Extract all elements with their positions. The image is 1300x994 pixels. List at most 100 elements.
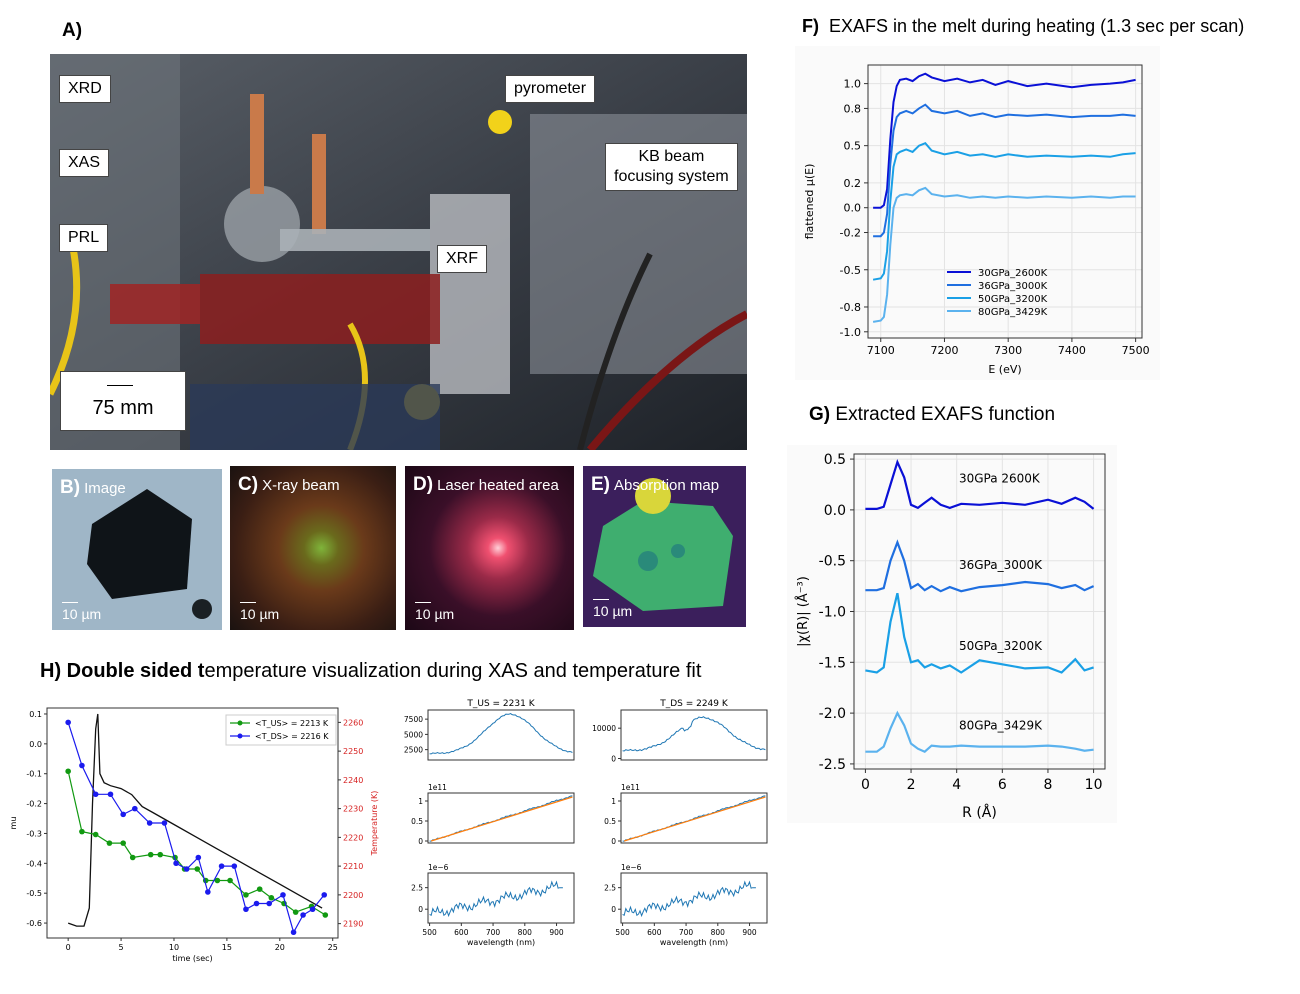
- x-tick-label: 7500: [1122, 344, 1150, 357]
- x-tick-label: 6: [998, 777, 1007, 793]
- chart-h-main: 0 5 10 15 20 25 0.1 0.0 -0.1 -0.2 -0.3 -0.4 -0.5 -0.6…: [9, 707, 379, 963]
- spectrum-line: [429, 713, 573, 755]
- y2-tick-label: 2190: [343, 920, 363, 929]
- y2-tick-label: 2260: [343, 718, 363, 727]
- temperature-point: [79, 828, 85, 835]
- temperature-point: [161, 820, 168, 826]
- plot-frame: [867, 64, 1143, 339]
- y-tick-label: 0.1: [29, 710, 42, 719]
- legend-box: [225, 714, 337, 746]
- y-tick-label: 5000: [404, 730, 423, 739]
- chart-f-bg: [795, 46, 1160, 380]
- panel-d-title: Laser heated area: [437, 477, 559, 494]
- x-axis-label: wavelength (nm): [660, 938, 728, 947]
- y-tick-label: 1.0: [844, 78, 862, 91]
- mu-line: [67, 713, 323, 927]
- panel-d-laser: D) Laser heated area 10 µm: [405, 466, 574, 630]
- x-axis-label: time (sec): [172, 954, 212, 963]
- callout-pyrometer: pyrometer: [505, 75, 596, 103]
- subplot-frame: [620, 709, 768, 761]
- series-line: [873, 72, 1136, 209]
- offset-label: 1e−6: [621, 863, 642, 872]
- y-tick-label: 2.5: [604, 884, 616, 893]
- panel-c-letter: C): [238, 474, 259, 495]
- y-tick-label: 0.5: [604, 817, 616, 826]
- temperature-line: [67, 722, 325, 934]
- temperature-point: [147, 851, 154, 858]
- temperature-point: [300, 912, 306, 918]
- legend-label: <T_US> = 2213 K: [255, 719, 329, 728]
- series-line: [865, 458, 1095, 511]
- panel-e-letter: E): [591, 474, 610, 495]
- temperature-point: [231, 863, 238, 869]
- temperature-point: [218, 863, 225, 869]
- callout-xrd: XRD: [59, 75, 111, 103]
- y-tick-label: 7500: [404, 715, 423, 724]
- temperature-point: [120, 840, 126, 846]
- x-tick-label: 900: [549, 928, 564, 937]
- panel-d-scale: 10 µm: [415, 606, 455, 622]
- series-line: [865, 592, 1094, 674]
- spectrum-line: [622, 880, 756, 918]
- y2-tick-label: 2240: [343, 776, 363, 785]
- y-tick-label: 2500: [404, 746, 423, 755]
- subplot-frame: [427, 792, 575, 844]
- temperature-point: [268, 894, 275, 901]
- y-tick-label: 0: [611, 905, 616, 914]
- subplot-title: T_DS = 2249 K: [659, 699, 729, 709]
- y-tick-label: -1.5: [819, 655, 846, 671]
- y-tick-label: -0.6: [26, 919, 42, 928]
- panel-c-scale: 10 µm: [240, 606, 280, 622]
- temperature-point: [65, 719, 71, 726]
- callout-prl: PRL: [59, 224, 109, 252]
- y-tick-label: 0: [611, 837, 616, 846]
- y-tick-label: 0.5: [844, 140, 862, 153]
- y-tick-label: 0.8: [844, 102, 862, 115]
- y-tick-label: -2.0: [819, 706, 846, 722]
- x-tick-label: 7300: [994, 344, 1022, 357]
- x-tick-label: 7100: [867, 344, 895, 357]
- temperature-point: [256, 886, 263, 892]
- panel-a-label: A): [62, 20, 83, 41]
- y-tick-label: 0.2: [844, 177, 862, 190]
- y-tick-label: -2.5: [819, 757, 846, 773]
- panel-b-letter: B): [60, 477, 81, 498]
- x-tick-label: 600: [454, 928, 469, 937]
- x-tick-label: 500: [615, 928, 630, 937]
- temperature-point: [322, 912, 329, 918]
- subplot-frame: [620, 872, 768, 924]
- y-tick-label: -0.5: [840, 264, 861, 277]
- x-tick-label: 600: [647, 928, 662, 937]
- temperature-point: [227, 877, 233, 884]
- y-tick-label: 0.0: [824, 503, 846, 519]
- y2-tick-label: 2200: [343, 891, 363, 900]
- series-line: [873, 103, 1136, 238]
- panel-b-image: B) Image 10 µm: [52, 469, 222, 630]
- temperature-point: [106, 840, 113, 846]
- temperature-point: [243, 906, 249, 913]
- x-tick-label: 4: [952, 777, 961, 793]
- legend-label: <T_DS> = 2216 K: [255, 732, 329, 741]
- y-tick-label: 0: [611, 754, 616, 763]
- temperature-point: [195, 854, 202, 861]
- y-tick-label: -0.5: [26, 889, 42, 898]
- subplot-frame: [620, 792, 768, 844]
- subplot-frame: [427, 872, 575, 924]
- temperature-point: [65, 768, 71, 775]
- chart-f: 7100 7200 7300 7400 7500 -1.0 -0.8 -0.5 -0.2 0.0 0…: [803, 64, 1150, 376]
- temperature-point: [280, 892, 286, 898]
- offset-label: 1e11: [428, 783, 447, 792]
- x-tick-label: 10: [1085, 777, 1103, 793]
- temperature-point: [157, 851, 164, 858]
- subplot-frame: [427, 709, 575, 761]
- y-tick-label: 2.5: [411, 884, 423, 893]
- temperature-point: [290, 929, 297, 936]
- y-tick-label: 1: [611, 797, 616, 806]
- temperature-point: [205, 889, 211, 895]
- y-tick-label: -1.0: [840, 326, 861, 339]
- y-tick-label: 0.5: [411, 817, 423, 826]
- x-tick-label: 500: [422, 928, 437, 937]
- callout-xas: XAS: [59, 149, 110, 177]
- temperature-point: [79, 762, 85, 769]
- legend-label: 80GPa_3429K: [978, 307, 1048, 318]
